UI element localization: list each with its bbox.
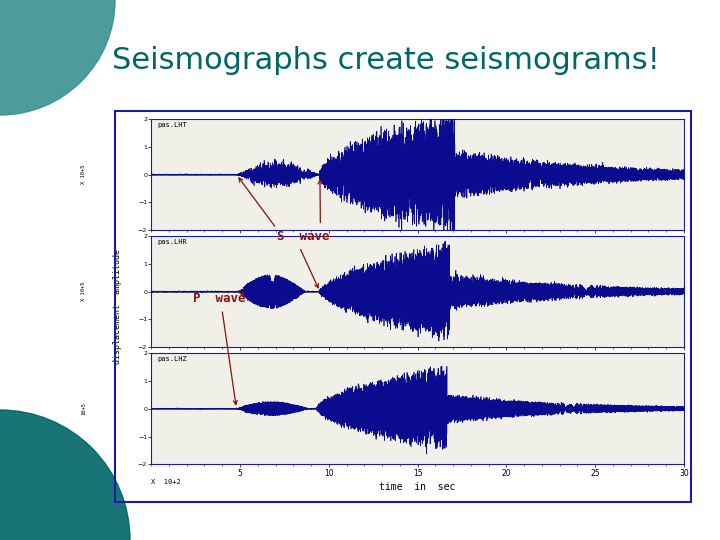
Text: P  wave: P wave bbox=[193, 292, 246, 306]
X-axis label: time  in  sec: time in sec bbox=[379, 482, 456, 492]
Text: pas.LHZ: pas.LHZ bbox=[158, 356, 187, 362]
Text: 10+5: 10+5 bbox=[81, 402, 86, 415]
Text: displacement  amplitude: displacement amplitude bbox=[113, 249, 122, 364]
Text: pas.LHT: pas.LHT bbox=[158, 122, 187, 128]
Circle shape bbox=[0, 0, 115, 115]
Text: pas.LHR: pas.LHR bbox=[158, 239, 187, 245]
Text: Seismographs create seismograms!: Seismographs create seismograms! bbox=[112, 46, 660, 75]
Circle shape bbox=[0, 410, 130, 540]
Text: X 10+5: X 10+5 bbox=[81, 282, 86, 301]
Text: X  10+2: X 10+2 bbox=[151, 479, 181, 485]
Text: S  wave: S wave bbox=[277, 230, 330, 244]
Text: X 10+5: X 10+5 bbox=[81, 165, 86, 184]
